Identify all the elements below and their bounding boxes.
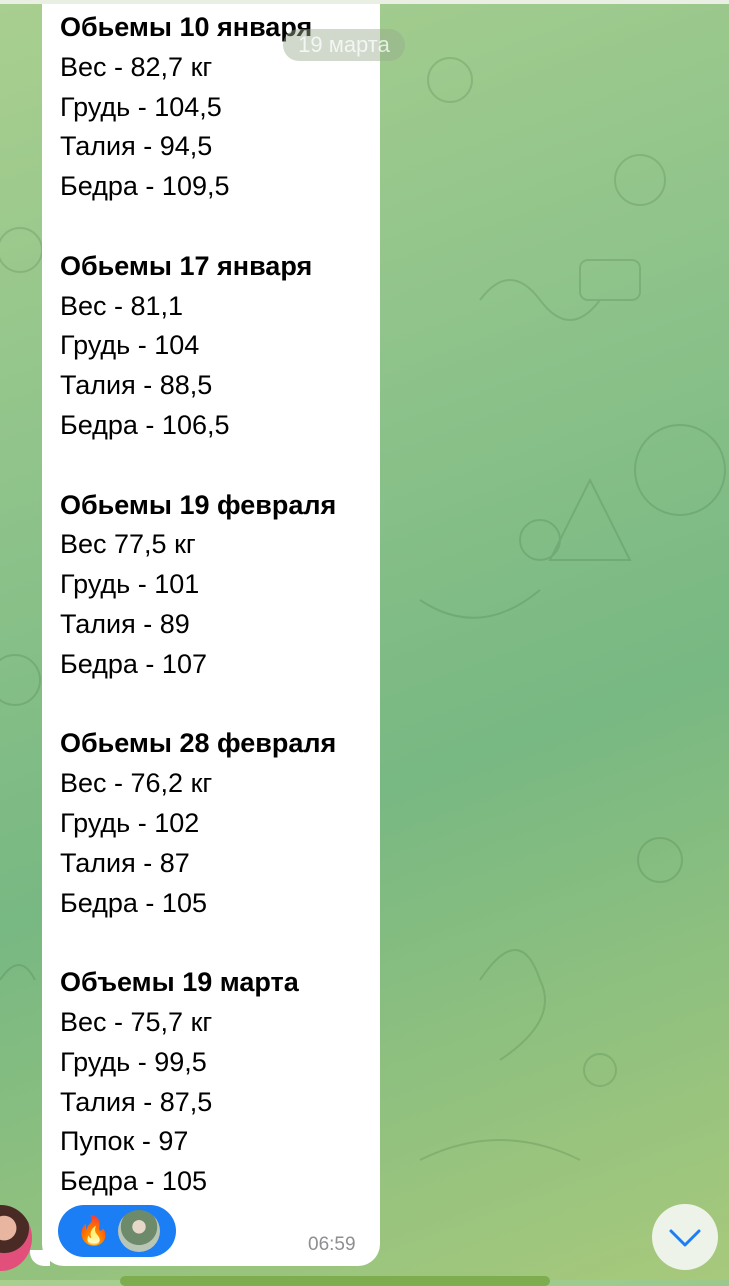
measurement-line: Бедра - 105 — [60, 1166, 207, 1197]
group-heading: Обьемы 10 января — [60, 12, 313, 42]
message-text: Обьемы 10 января Вес - 82,7 кг Грудь - 104… — [60, 8, 336, 1242]
measurement-line: Талия - 89 — [60, 608, 190, 639]
reactor-avatar — [118, 1210, 160, 1252]
group-heading: Обьемы 17 января — [60, 250, 313, 281]
fire-emoji-reaction: 🔥 — [76, 1215, 111, 1246]
measurement-line: Вес - 76,2 кг — [60, 768, 213, 799]
measurement-line: Талия - 94,5 — [60, 131, 213, 162]
measurement-line: Вес - 82,7 кг — [60, 51, 213, 82]
measurement-group: Объемы 19 марта Вес - 75,7 кг Грудь - 99,5… — [60, 963, 336, 1202]
measurement-group: Обьемы 10 января Вес - 82,7 кг Грудь - 104… — [60, 8, 336, 207]
measurement-line: Пупок - 97 — [60, 1126, 189, 1157]
reaction-button[interactable]: 🔥 — [58, 1205, 176, 1257]
measurement-line: Талия - 88,5 — [60, 370, 213, 401]
measurement-line: Бедра - 107 — [60, 648, 207, 679]
measurement-line: Вес - 81,1 — [60, 290, 184, 321]
measurement-line: Грудь - 99,5 — [60, 1046, 207, 1077]
group-heading: Обьемы 28 февраля — [60, 728, 337, 759]
measurement-line: Вес 77,5 кг — [60, 529, 196, 560]
measurement-line: Бедра - 106,5 — [60, 409, 230, 440]
measurement-line: Бедра - 105 — [60, 887, 207, 918]
measurement-group: Обьемы 19 февраля Вес 77,5 кг Грудь - 101 Т… — [60, 486, 336, 685]
measurement-line: Грудь - 104,5 — [60, 91, 222, 122]
group-heading: Обьемы 19 февраля — [60, 489, 337, 520]
date-pill: 19 марта — [283, 29, 405, 61]
scroll-down-button[interactable] — [652, 1204, 718, 1270]
input-bar-edge — [120, 1276, 550, 1286]
chevron-down-icon — [669, 1229, 701, 1247]
measurement-line: Грудь - 101 — [60, 569, 200, 600]
message-time: 06:59 — [308, 1234, 356, 1255]
measurement-group: Обьемы 28 февраля Вес - 76,2 кг Грудь - 10… — [60, 724, 336, 923]
group-heading: Объемы 19 марта — [60, 967, 299, 998]
measurement-line: Талия - 87 — [60, 847, 190, 878]
measurement-line: Грудь - 102 — [60, 807, 200, 838]
message-bubble[interactable]: Обьемы 10 января Вес - 82,7 кг Грудь - 104… — [42, 4, 380, 1266]
measurement-group: Обьемы 17 января Вес - 81,1 Грудь - 104 Тал… — [60, 247, 336, 446]
bubble-tail — [30, 1250, 50, 1266]
top-divider — [0, 0, 729, 4]
measurement-line: Грудь - 104 — [60, 330, 200, 361]
measurement-line: Бедра - 109,5 — [60, 171, 230, 202]
measurement-line: Талия - 87,5 — [60, 1086, 213, 1117]
measurement-line: Вес - 75,7 кг — [60, 1006, 213, 1037]
